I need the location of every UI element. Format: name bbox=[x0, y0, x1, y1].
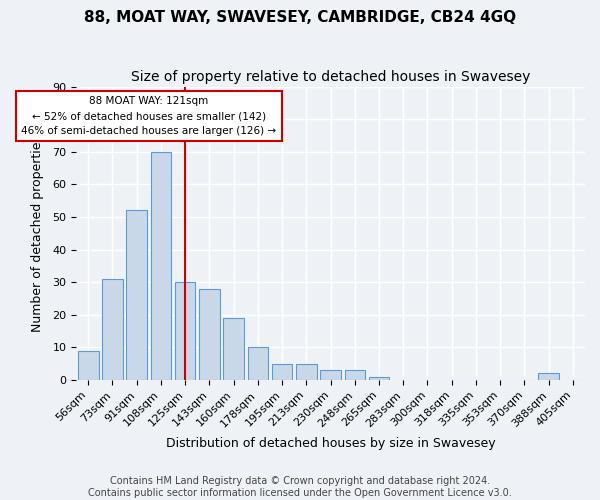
Bar bbox=[151, 152, 171, 380]
Title: Size of property relative to detached houses in Swavesey: Size of property relative to detached ho… bbox=[131, 70, 530, 84]
Bar bbox=[538, 374, 559, 380]
Bar bbox=[272, 364, 292, 380]
Bar bbox=[320, 370, 341, 380]
Text: Contains HM Land Registry data © Crown copyright and database right 2024.
Contai: Contains HM Land Registry data © Crown c… bbox=[88, 476, 512, 498]
Bar bbox=[199, 288, 220, 380]
Bar bbox=[369, 376, 389, 380]
Bar bbox=[344, 370, 365, 380]
Text: 88 MOAT WAY: 121sqm
← 52% of detached houses are smaller (142)
46% of semi-detac: 88 MOAT WAY: 121sqm ← 52% of detached ho… bbox=[21, 96, 277, 136]
Bar bbox=[78, 350, 98, 380]
Bar bbox=[127, 210, 147, 380]
Y-axis label: Number of detached properties: Number of detached properties bbox=[31, 135, 44, 332]
Bar bbox=[248, 348, 268, 380]
Bar bbox=[102, 279, 123, 380]
X-axis label: Distribution of detached houses by size in Swavesey: Distribution of detached houses by size … bbox=[166, 437, 496, 450]
Bar bbox=[223, 318, 244, 380]
Text: 88, MOAT WAY, SWAVESEY, CAMBRIDGE, CB24 4GQ: 88, MOAT WAY, SWAVESEY, CAMBRIDGE, CB24 … bbox=[84, 10, 516, 25]
Bar bbox=[296, 364, 317, 380]
Bar bbox=[175, 282, 196, 380]
